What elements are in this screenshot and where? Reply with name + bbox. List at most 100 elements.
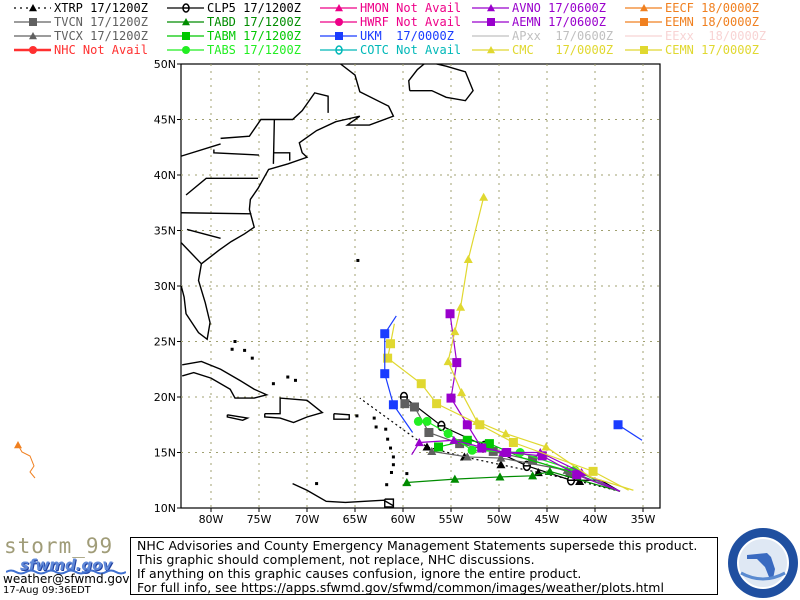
legend-marker [29,32,37,40]
track-point-tabs [413,416,423,426]
track-aemn [445,309,621,492]
legend-label: XTRP 17/1200Z [54,1,148,15]
legend-label: EECF 18/0000Z [665,1,759,15]
legend-marker [487,18,495,26]
coastline [180,242,202,265]
track-point-xtrp [422,442,432,451]
disclaimer-link[interactable]: For full info, see https://apps.sfwmd.go… [137,580,664,595]
island [385,483,389,487]
track-cemn [383,323,629,491]
island [293,378,297,382]
legend-swatch [625,46,662,54]
track-point-tabs [422,416,432,426]
legend-swatch [472,18,509,26]
track-point-cemn [432,399,442,409]
track-point-clp5 [522,460,531,472]
coastline [333,412,350,420]
legend-marker [640,46,648,54]
track-point-cmc [456,302,466,311]
track-point-aemn [452,358,462,368]
island [315,482,319,486]
coastline [181,143,221,157]
coastline [185,177,259,196]
track-point-avno [449,435,459,444]
track-point-cmc [450,327,460,336]
legend-swatch [625,18,662,26]
island [389,470,393,474]
track-point-cmc [501,429,511,438]
legend-label: AVNO 17/0600Z [512,1,606,15]
legend-label: HWRF Not Avail [360,15,462,29]
island [374,425,378,429]
legend-swatch [167,32,204,40]
legend-swatch [625,4,662,12]
coastline [272,119,276,164]
island [286,375,290,379]
legend-label: APxx 17/0600Z [512,29,614,43]
lat-tick-label: 15N [154,447,176,460]
legend-marker [487,4,495,12]
track-tabd [402,466,621,492]
offplot-eecf-mark [14,441,36,479]
track-point-xtrp [575,476,585,485]
legend-label: CLP5 17/1200Z [207,1,301,15]
coastline [226,414,250,422]
legend-swatch [625,35,662,37]
lon-tick-label: 50W [487,513,512,526]
track-point-cmc [457,388,467,397]
lat-tick-label: 50N [154,58,176,71]
sfwmd-seal-logo [728,528,798,598]
legend-label: AEMN 17/0600Z [512,15,606,29]
track-point-cemn [386,339,396,349]
legend-swatch [14,18,51,26]
island [271,382,275,386]
track-point-ukm [388,400,398,410]
island [384,427,388,431]
track-ukm [380,315,414,433]
lat-tick-label: 45N [154,114,176,127]
coastline [292,482,394,507]
island [389,446,393,450]
track-cmc [443,192,634,491]
lon-tick-label: 45W [535,513,560,526]
disclaimer-box: NHC Advisories and County Emergency Mana… [130,537,718,595]
track-point-aemn [537,451,547,461]
model-legend: XTRP 17/1200Z TVCN 17/1200Z TVCX 17/1200Z N… [0,0,800,60]
disclaimer-line: If anything on this graphic causes confu… [137,566,582,581]
coastline [186,228,221,239]
track-point-tabd [545,466,555,475]
legend-swatch [472,35,509,37]
track-point-tvcx [427,446,437,455]
lon-tick-label: 80W [199,513,224,526]
legend-marker [29,4,37,12]
island [356,258,360,262]
legend-marker [182,46,190,54]
lat-tick-label: 25N [154,336,176,349]
legend-marker [487,46,495,54]
track-line [406,470,621,492]
storm-id: storm_99 [4,534,114,558]
island [372,416,376,420]
lon-tick-label: 55W [439,513,464,526]
lon-tick-label: 65W [343,513,368,526]
track-point-aemn [446,393,456,403]
lat-tick-label: 35N [154,225,176,238]
legend-marker [640,4,648,12]
legend-marker [335,32,343,40]
legend-marker [29,46,37,54]
track-point-aemn [445,309,455,319]
legend-swatch [320,18,357,26]
track-point-tvcn [424,428,434,438]
track-point-tvcn [410,402,420,412]
island [405,472,409,476]
track-point-cmc [463,254,473,263]
island [386,437,390,441]
track-point-aemn [502,448,512,457]
legend-marker [640,18,648,26]
lat-tick-label: 30N [154,280,176,293]
lon-tick-label: 35W [631,513,656,526]
island [230,347,234,351]
legend-label: HMON Not Avail [360,1,462,15]
track-point-ukm [380,369,390,379]
